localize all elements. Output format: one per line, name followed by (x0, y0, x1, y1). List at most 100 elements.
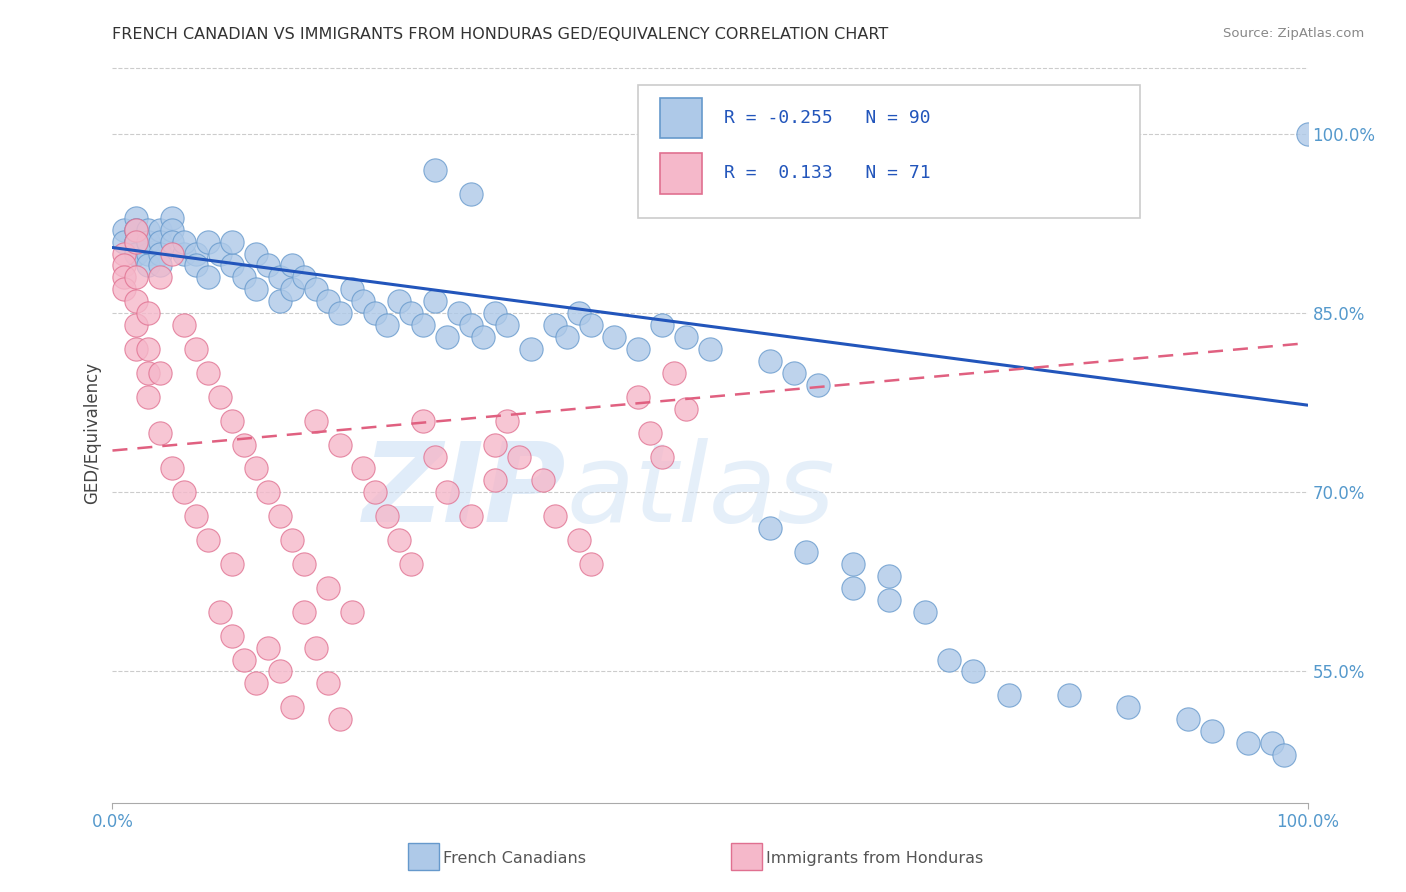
Point (125, 235, 148, 249)
Point (245, 461, 267, 475)
Point (328, 712, 352, 726)
Point (567, 533, 591, 547)
Point (412, 318, 434, 333)
Point (352, 461, 374, 475)
Point (114, 235, 135, 249)
Point (877, 592, 900, 607)
Point (914, 605, 936, 619)
Point (447, 306, 470, 320)
Point (425, 294, 447, 309)
Point (316, 294, 339, 309)
Point (257, 259, 280, 273)
Point (125, 342, 148, 356)
Point (304, 414, 326, 428)
Point (197, 270, 219, 285)
Point (364, 306, 387, 320)
Point (208, 246, 231, 260)
Point (425, 162, 447, 177)
Text: R =  0.133   N = 71: R = 0.133 N = 71 (724, 164, 931, 183)
Point (114, 246, 135, 260)
Point (425, 450, 447, 464)
Point (842, 581, 865, 595)
Point (221, 235, 243, 249)
Point (699, 342, 721, 356)
Point (114, 270, 135, 285)
Point (149, 270, 172, 285)
Point (292, 557, 315, 571)
Point (1177, 712, 1199, 726)
Point (186, 259, 208, 273)
Point (221, 629, 243, 643)
Point (114, 222, 135, 236)
Point (269, 270, 291, 285)
Point (221, 414, 243, 428)
Point (496, 318, 519, 333)
FancyBboxPatch shape (638, 85, 1140, 218)
Point (149, 222, 172, 236)
Point (531, 474, 554, 488)
Point (794, 545, 817, 559)
Point (782, 366, 804, 380)
Point (138, 390, 160, 404)
Point (1116, 700, 1139, 714)
Point (316, 676, 339, 690)
Point (484, 306, 506, 320)
Point (759, 354, 782, 368)
Point (401, 306, 423, 320)
Point (664, 366, 686, 380)
Point (675, 330, 697, 344)
Point (759, 521, 782, 535)
Point (138, 259, 160, 273)
Point (281, 259, 304, 273)
Point (197, 235, 219, 249)
Point (1260, 736, 1282, 750)
Point (149, 366, 172, 380)
Point (269, 509, 291, 524)
Point (149, 246, 172, 260)
Point (543, 509, 565, 524)
Point (292, 270, 315, 285)
Text: FRENCH CANADIAN VS IMMIGRANTS FROM HONDURAS GED/EQUIVALENCY CORRELATION CHART: FRENCH CANADIAN VS IMMIGRANTS FROM HONDU… (112, 27, 889, 42)
Point (292, 605, 315, 619)
Text: ZIP: ZIP (363, 438, 567, 545)
Point (938, 652, 960, 666)
Point (579, 318, 602, 333)
Point (627, 390, 650, 404)
Point (269, 665, 291, 679)
Point (197, 366, 219, 380)
Point (245, 676, 267, 690)
Point (125, 318, 148, 333)
Point (125, 235, 148, 249)
Point (281, 700, 304, 714)
Point (138, 342, 160, 356)
Point (245, 282, 267, 296)
Point (377, 509, 399, 524)
Point (627, 342, 650, 356)
Point (651, 318, 673, 333)
Point (842, 557, 865, 571)
Point (138, 366, 160, 380)
Point (114, 259, 135, 273)
Point (651, 450, 673, 464)
Point (232, 270, 256, 285)
Y-axis label: GED/Equivalency: GED/Equivalency (83, 361, 101, 504)
Bar (659, 153, 702, 194)
Point (555, 330, 578, 344)
Point (998, 689, 1021, 703)
Point (638, 425, 662, 440)
Point (1237, 736, 1260, 750)
Point (149, 235, 172, 249)
Text: R = -0.255   N = 90: R = -0.255 N = 90 (724, 109, 931, 127)
Point (186, 509, 208, 524)
Point (245, 246, 267, 260)
Point (281, 533, 304, 547)
Point (186, 342, 208, 356)
Point (186, 246, 208, 260)
Point (1057, 689, 1080, 703)
Point (484, 474, 506, 488)
Point (162, 222, 183, 236)
Point (125, 222, 148, 236)
Point (162, 211, 183, 225)
Point (579, 557, 602, 571)
Point (125, 211, 148, 225)
